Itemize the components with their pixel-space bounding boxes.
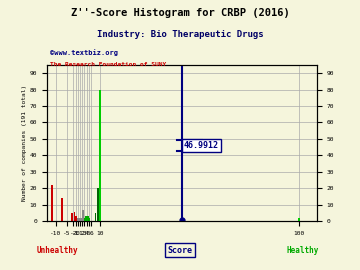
Text: ©www.textbiz.org: ©www.textbiz.org xyxy=(50,49,118,56)
Text: Healthy: Healthy xyxy=(286,246,319,255)
Bar xyxy=(86,218,88,221)
Bar xyxy=(71,213,73,221)
Bar xyxy=(78,218,80,221)
Text: Unhealthy: Unhealthy xyxy=(37,246,78,255)
Bar xyxy=(85,217,87,221)
Bar xyxy=(97,188,99,221)
Bar xyxy=(73,211,75,221)
Bar xyxy=(80,218,81,221)
Bar xyxy=(61,198,63,221)
Text: The Research Foundation of SUNY: The Research Foundation of SUNY xyxy=(50,62,167,67)
Bar xyxy=(87,217,89,221)
Text: Industry: Bio Therapeutic Drugs: Industry: Bio Therapeutic Drugs xyxy=(97,30,263,39)
Bar xyxy=(51,185,53,221)
Bar xyxy=(77,218,79,221)
Bar xyxy=(82,210,84,221)
Text: Z''-Score Histogram for CRBP (2016): Z''-Score Histogram for CRBP (2016) xyxy=(71,8,289,18)
Text: 46.9912: 46.9912 xyxy=(184,141,219,150)
Bar xyxy=(89,218,90,221)
Bar xyxy=(81,218,82,221)
Bar xyxy=(95,213,96,221)
Text: Score: Score xyxy=(167,246,193,255)
Y-axis label: Number of companies (191 total): Number of companies (191 total) xyxy=(22,85,27,201)
Bar xyxy=(75,217,77,221)
Bar xyxy=(83,218,85,221)
Bar xyxy=(99,90,101,221)
Bar xyxy=(76,218,78,221)
Bar xyxy=(84,218,86,221)
Bar xyxy=(298,218,300,221)
